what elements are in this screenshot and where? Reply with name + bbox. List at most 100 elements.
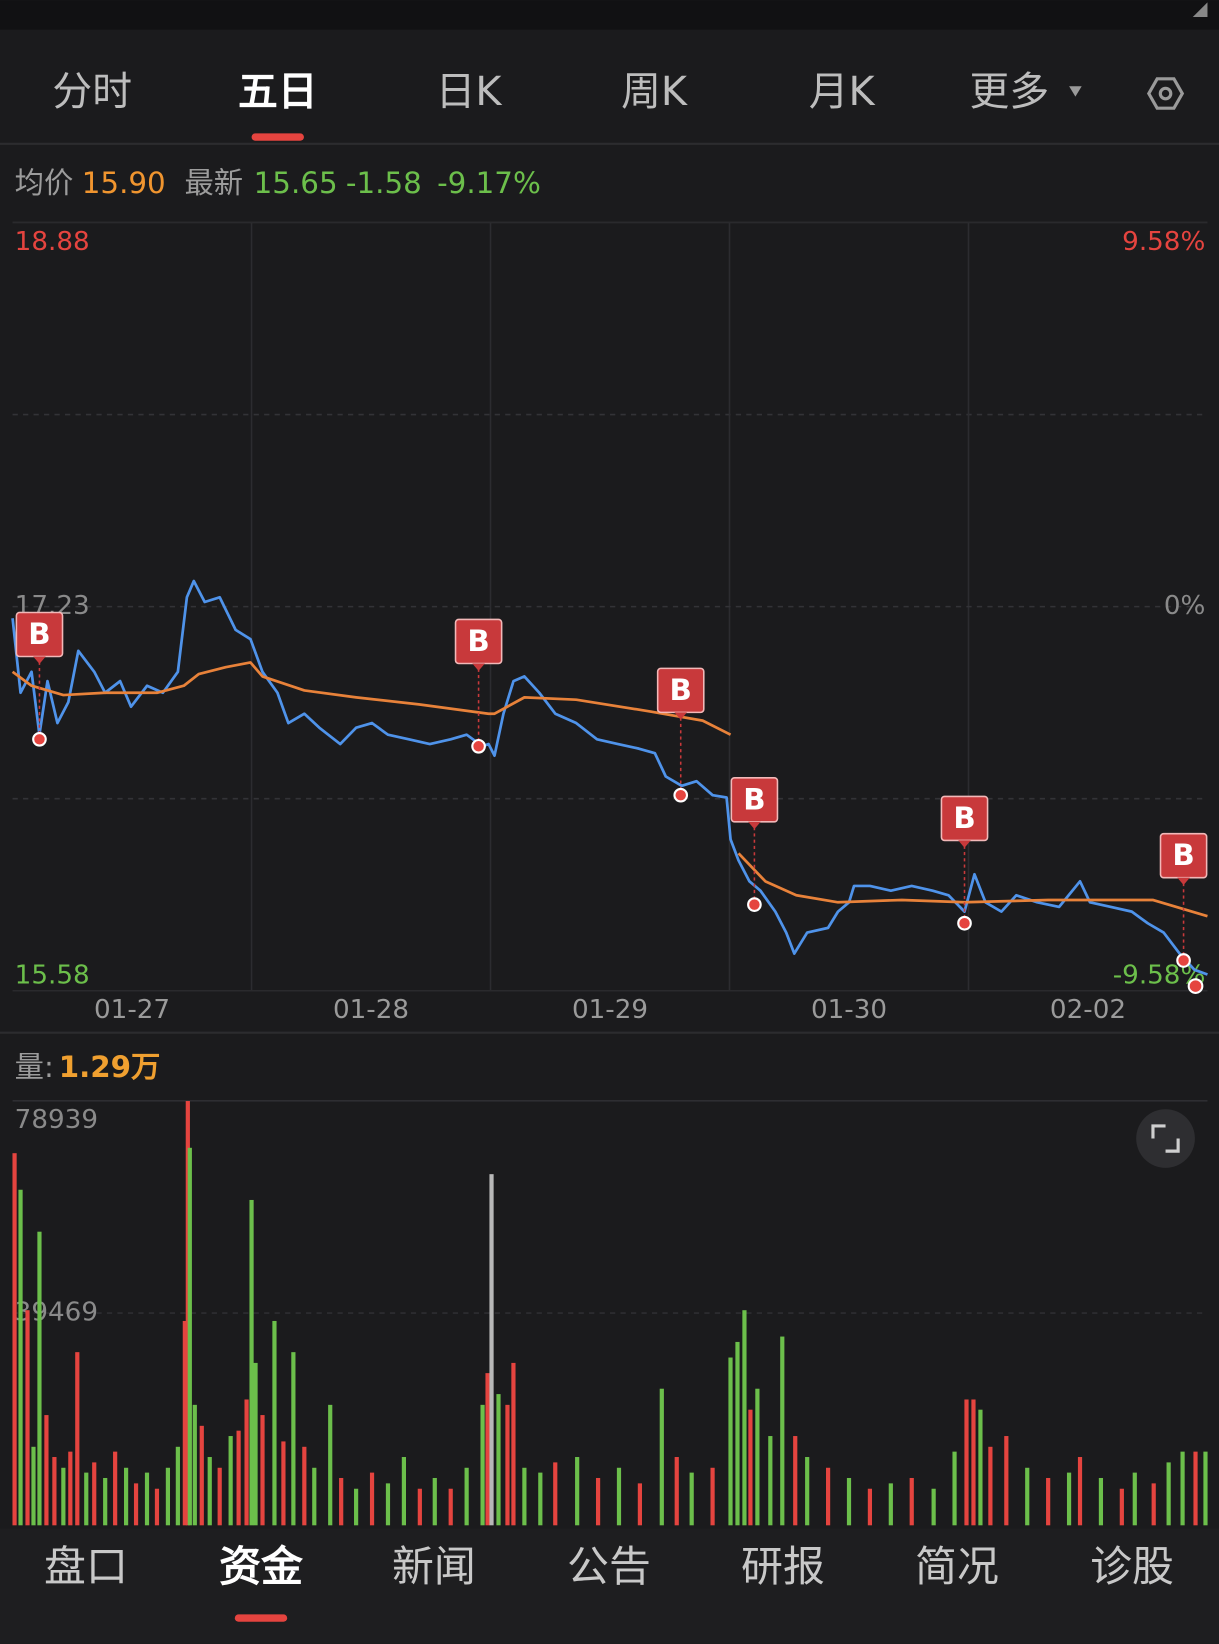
marker-pointer	[958, 840, 971, 848]
volume-bar	[1151, 1483, 1156, 1526]
expand-icon	[1151, 1124, 1180, 1153]
avg-price: 15.90	[82, 166, 166, 200]
volume-bar	[909, 1477, 914, 1526]
marker-dot	[957, 915, 972, 931]
price-line	[11, 661, 1208, 918]
volume-bar	[385, 1483, 391, 1526]
tab[interactable]: 周K	[621, 69, 688, 115]
volume-bar	[710, 1467, 715, 1526]
bottom-tab[interactable]: 资金	[219, 1542, 303, 1591]
volume-bar	[25, 1310, 30, 1526]
volume-bar	[199, 1425, 204, 1526]
volume-bar	[575, 1457, 580, 1526]
latest-price: 15.65	[254, 166, 338, 200]
marker-label: B	[953, 801, 975, 835]
volume-bar	[401, 1457, 407, 1526]
volume-bar	[61, 1467, 66, 1526]
tab[interactable]: 日K	[436, 69, 503, 115]
volume-bar	[253, 1362, 258, 1526]
volume-bar	[37, 1231, 42, 1526]
dropdown-arrow	[1069, 86, 1082, 97]
avg-label: 均价	[15, 166, 74, 200]
volume-bar	[867, 1488, 873, 1526]
bottom-tab[interactable]: 诊股	[1090, 1542, 1174, 1591]
marker-dot	[32, 731, 47, 747]
volume-bar	[75, 1352, 80, 1526]
volume-bar	[616, 1467, 622, 1526]
marker-dot	[1176, 953, 1191, 968]
volume-bar	[217, 1467, 222, 1526]
marker-pointer	[33, 656, 46, 664]
volume-bar	[281, 1441, 286, 1526]
volume-bar	[553, 1462, 558, 1526]
volume-bar	[175, 1446, 180, 1526]
marker-dot	[673, 787, 689, 803]
marker-pointer	[1177, 877, 1190, 886]
volume-bar	[1004, 1436, 1009, 1526]
tab-indicator	[251, 133, 304, 141]
volume-bar	[52, 1457, 57, 1526]
volume-bar	[44, 1415, 49, 1526]
volume-bar	[123, 1467, 129, 1526]
volume-bar	[68, 1451, 73, 1526]
marker-label: B	[28, 617, 50, 651]
volume-bar	[464, 1467, 469, 1526]
y-tick-label: 18.88	[15, 227, 90, 257]
volume-bar	[755, 1388, 760, 1526]
volume-bar	[952, 1451, 957, 1526]
volume-bar	[674, 1457, 679, 1526]
volume-bar	[846, 1477, 852, 1526]
bottom-tab[interactable]: 公告	[567, 1542, 651, 1591]
volume-bar	[84, 1472, 89, 1526]
bottom-tab[interactable]: 简况	[915, 1542, 999, 1591]
volume-bar	[448, 1488, 453, 1526]
tab[interactable]: 月K	[809, 69, 876, 115]
volume-bar	[260, 1415, 265, 1526]
bottom-tab[interactable]: 研报	[741, 1542, 825, 1591]
marker-dot	[471, 738, 486, 754]
volume-bar	[1066, 1472, 1072, 1526]
x-tick-label: 01-28	[333, 995, 409, 1025]
volume-bar	[328, 1404, 333, 1526]
settings-icon[interactable]	[1146, 77, 1185, 110]
bottom-tab[interactable]: 盘口	[44, 1542, 128, 1591]
settings-icon-dot	[1158, 86, 1173, 101]
volume-bar	[988, 1446, 993, 1526]
volume-bar	[689, 1472, 694, 1526]
tab[interactable]: 五日	[238, 69, 318, 115]
volume-bar	[312, 1467, 317, 1526]
volume-bar	[888, 1483, 893, 1526]
volume-bar	[659, 1388, 664, 1526]
x-tick-label: 01-30	[811, 995, 887, 1025]
volume-bar	[192, 1404, 197, 1526]
volume-bar	[505, 1404, 510, 1526]
volume-bar	[207, 1457, 212, 1526]
volume-bar	[291, 1352, 296, 1526]
y2-tick-label: 0%	[1164, 591, 1206, 621]
volume-bar	[92, 1462, 97, 1526]
volume-bar	[964, 1399, 969, 1526]
volume-bar	[489, 1174, 494, 1526]
volume-bar	[154, 1488, 160, 1526]
volume-bar	[825, 1467, 831, 1526]
tab[interactable]: 更多	[970, 69, 1050, 115]
volume-bar	[249, 1199, 254, 1526]
volume-bar	[144, 1472, 150, 1526]
volume-bar	[595, 1477, 601, 1526]
volume-bar	[1077, 1457, 1083, 1526]
volume-bar	[182, 1320, 187, 1526]
marker-pointer	[472, 663, 485, 671]
volume-bar	[432, 1477, 437, 1526]
expand-button[interactable]	[1136, 1109, 1195, 1168]
bottom-tab[interactable]: 新闻	[392, 1542, 476, 1591]
price-change: -1.58	[346, 166, 422, 200]
x-tick-label: 01-29	[572, 995, 648, 1025]
volume-bar	[496, 1394, 501, 1526]
volume-bar	[637, 1483, 642, 1526]
volume-bar	[748, 1409, 753, 1526]
volume-bar	[339, 1477, 344, 1526]
tab[interactable]: 分时	[52, 69, 132, 115]
status-bar	[0, 0, 1219, 30]
